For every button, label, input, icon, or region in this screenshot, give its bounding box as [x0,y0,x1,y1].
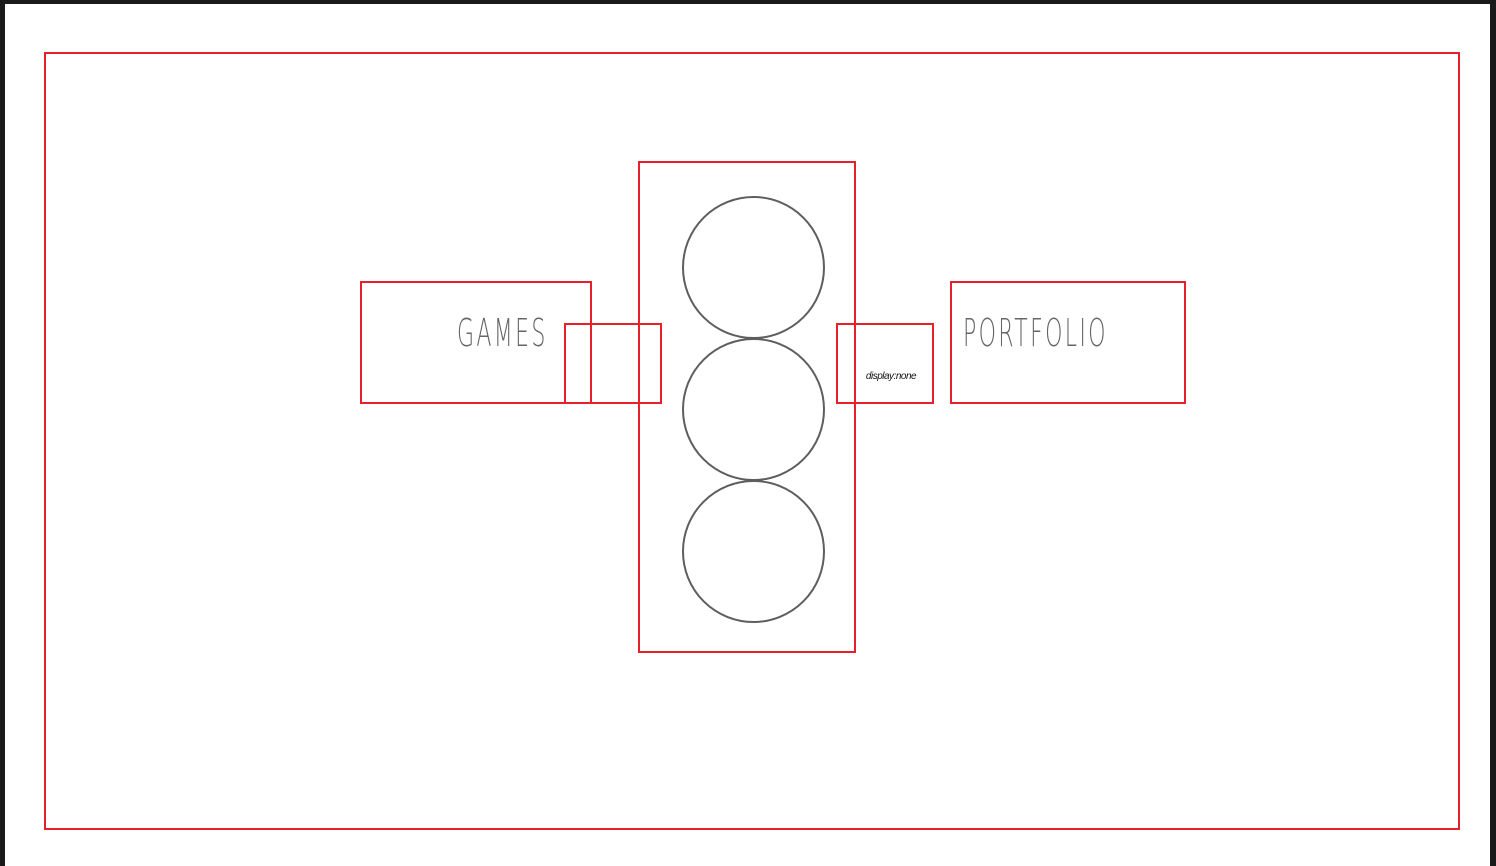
outer-container [44,52,1460,830]
circle-button-middle[interactable] [682,338,825,481]
circle-column [638,161,856,653]
games-link-box[interactable] [360,281,592,404]
circle-button-bottom[interactable] [682,480,825,623]
portfolio-link[interactable]: PORTFOLIO [963,311,1108,355]
hidden-element-box [836,323,934,404]
portfolio-link-box[interactable] [950,281,1186,404]
games-link[interactable]: GAMES [457,311,548,355]
games-sub-box [564,323,662,404]
circle-button-top[interactable] [682,196,825,339]
display-none-note: display:none [865,371,917,382]
